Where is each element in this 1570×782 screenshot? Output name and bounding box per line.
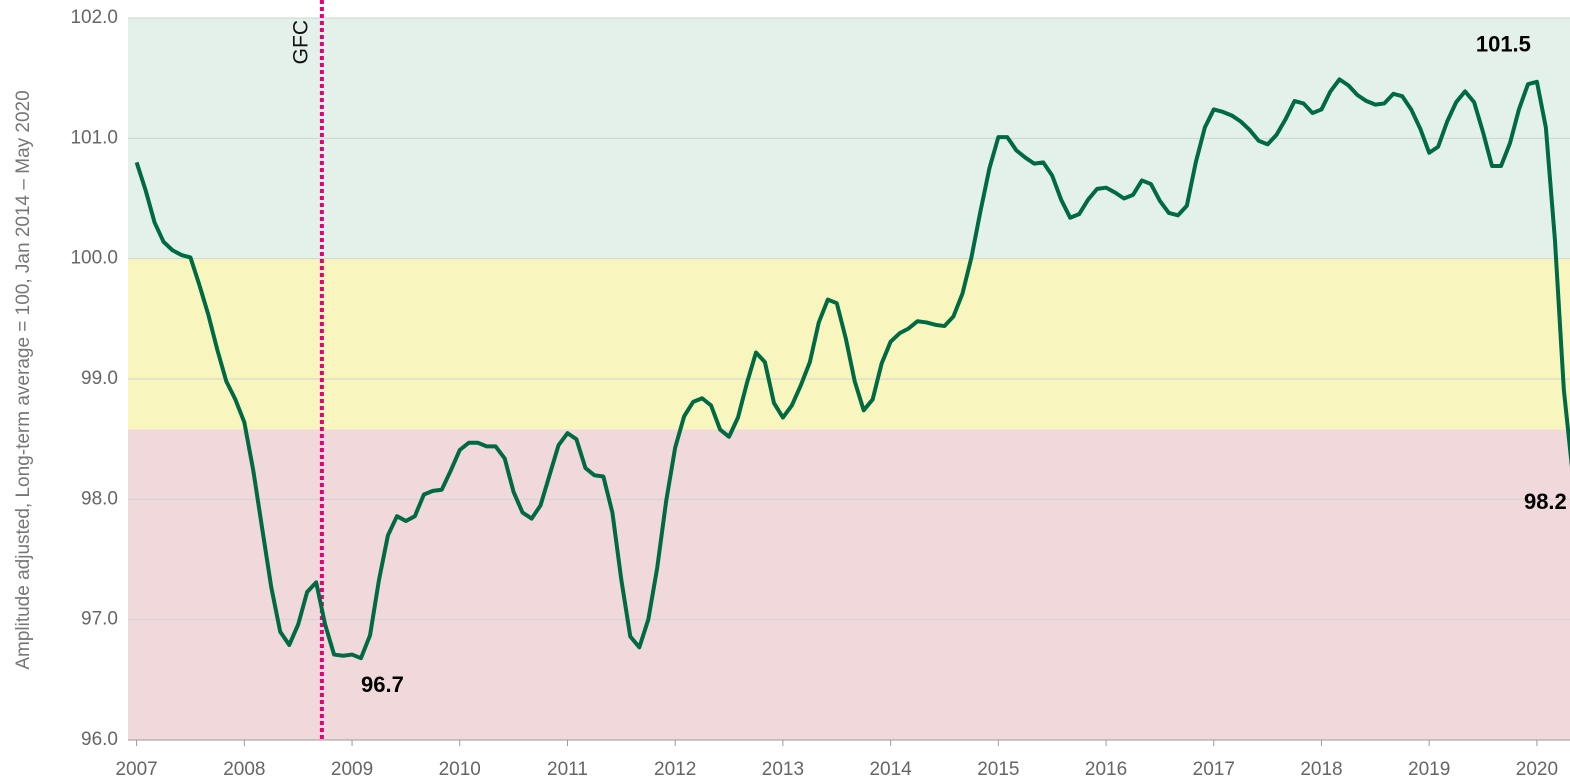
y-tick-label: 102.0 (70, 7, 118, 28)
x-tick-label: 2007 (115, 759, 157, 780)
y-tick-label: 96.0 (81, 729, 118, 750)
y-axis-title: Amplitude adjusted, Long-term average = … (13, 90, 34, 669)
y-tick-label: 100.0 (70, 248, 118, 269)
value-label: 101.5 (1476, 32, 1531, 57)
x-tick-label: 2015 (977, 759, 1019, 780)
x-tick-label: 2016 (1085, 759, 1127, 780)
x-tick-label: 2017 (1193, 759, 1235, 780)
x-tick-label: 2009 (331, 759, 373, 780)
x-tick-label: 2018 (1300, 759, 1342, 780)
band (128, 429, 1570, 740)
y-tick-label: 99.0 (81, 368, 118, 389)
x-tick-label: 2019 (1408, 759, 1450, 780)
x-tick-label: 2008 (223, 759, 265, 780)
value-label: 96.7 (361, 672, 404, 697)
y-tick-label: 97.0 (81, 609, 118, 630)
value-label: 98.2 (1524, 489, 1567, 514)
x-tick-label: 2014 (869, 759, 912, 780)
line-series (134, 77, 1570, 661)
x-tick-label: 2013 (762, 759, 804, 780)
x-tick-label: 2010 (439, 759, 481, 780)
event-label: GFC (289, 20, 312, 64)
x-tick-label: 2012 (654, 759, 696, 780)
y-tick-label: 98.0 (81, 488, 118, 509)
y-tick-label: 101.0 (70, 127, 118, 148)
x-tick-label: 2011 (547, 759, 588, 780)
x-tick-label: 2020 (1516, 759, 1558, 780)
